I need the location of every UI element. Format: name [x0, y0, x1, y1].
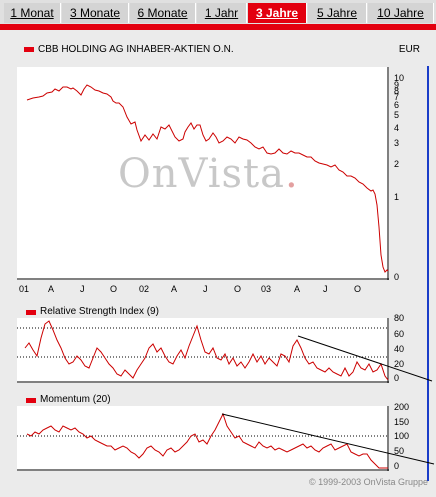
tab-3-jahre[interactable]: 3 Jahre: [248, 3, 307, 23]
rsi-y-tick: 80: [394, 313, 405, 323]
price-x-tick: O: [234, 284, 242, 294]
price-x-tick: J: [323, 284, 328, 294]
price-chart-plot: [17, 67, 389, 280]
price-y-tick: 6: [394, 100, 400, 110]
momentum-chart-plot: [17, 406, 389, 471]
accent-bar: [0, 24, 436, 30]
watermark-logo: OnVista.: [118, 151, 299, 197]
series-marker: [24, 47, 34, 52]
price-y-tick: 0: [394, 272, 400, 282]
rsi-chart-plot: [17, 318, 389, 383]
watermark-text: OnVista: [118, 151, 285, 197]
timeframe-tabbar: 1 Monat 3 Monate 6 Monate 1 Jahr 3 Jahre…: [0, 0, 436, 29]
price-x-tick: 02: [139, 284, 150, 294]
rsi-y-tick: 0: [394, 373, 400, 383]
momentum-y-tick: 150: [394, 417, 410, 427]
momentum-y-tick: 0: [394, 461, 400, 471]
tab-10-jahre[interactable]: 10 Jahre: [368, 3, 434, 23]
momentum-y-tick: 100: [394, 431, 410, 441]
price-chart[interactable]: [17, 67, 389, 280]
price-y-tick: 10: [394, 73, 405, 83]
currency-label: EUR: [398, 44, 420, 55]
price-y-tick: 4: [394, 123, 400, 133]
rsi-marker: [26, 310, 36, 315]
price-series-line: [26, 84, 389, 273]
price-y-tick: 7: [394, 92, 400, 102]
price-y-tick: 3: [394, 138, 400, 148]
price-y-tick: 8: [394, 86, 400, 96]
price-y-tick: 2: [394, 159, 400, 169]
price-y-tick: 1: [394, 192, 400, 202]
tab-1-monat[interactable]: 1 Monat: [4, 3, 61, 23]
momentum-chart[interactable]: [17, 406, 389, 471]
rsi-y-tick: 20: [394, 359, 405, 369]
momentum-y-tick: 200: [394, 402, 410, 412]
price-x-tick: 01: [19, 284, 30, 294]
security-title: CBB HOLDING AG INHABER-AKTIEN O.N.: [38, 44, 234, 55]
price-x-tick: J: [203, 284, 208, 294]
tab-3-monate[interactable]: 3 Monate: [62, 3, 129, 23]
price-y-tick: 5: [394, 110, 400, 120]
momentum-series-line: [26, 412, 388, 469]
price-x-tick: O: [110, 284, 118, 294]
momentum-title: Momentum (20): [40, 394, 111, 405]
price-x-tick: 03: [261, 284, 272, 294]
price-x-tick: A: [171, 284, 178, 294]
copyright-text: © 1999-2003 OnVista Gruppe: [308, 477, 428, 487]
momentum-y-tick: 50: [394, 446, 405, 456]
price-x-tick: J: [80, 284, 85, 294]
price-x-tick: A: [294, 284, 301, 294]
price-x-tick: O: [354, 284, 362, 294]
tab-5-jahre[interactable]: 5 Jahre: [308, 3, 367, 23]
momentum-marker: [26, 398, 36, 403]
rsi-series-line: [24, 320, 389, 381]
price-y-tick: 9: [394, 80, 400, 90]
tab-1-jahr[interactable]: 1 Jahr: [197, 3, 247, 23]
tab-6-monate[interactable]: 6 Monate: [130, 3, 196, 23]
range-marker-line[interactable]: [427, 66, 429, 481]
rsi-y-tick: 60: [394, 329, 405, 339]
rsi-title: Relative Strength Index (9): [40, 306, 159, 317]
rsi-chart[interactable]: [17, 318, 389, 383]
watermark-dot: .: [284, 151, 299, 197]
price-x-tick: A: [48, 284, 55, 294]
rsi-y-tick: 40: [394, 344, 405, 354]
